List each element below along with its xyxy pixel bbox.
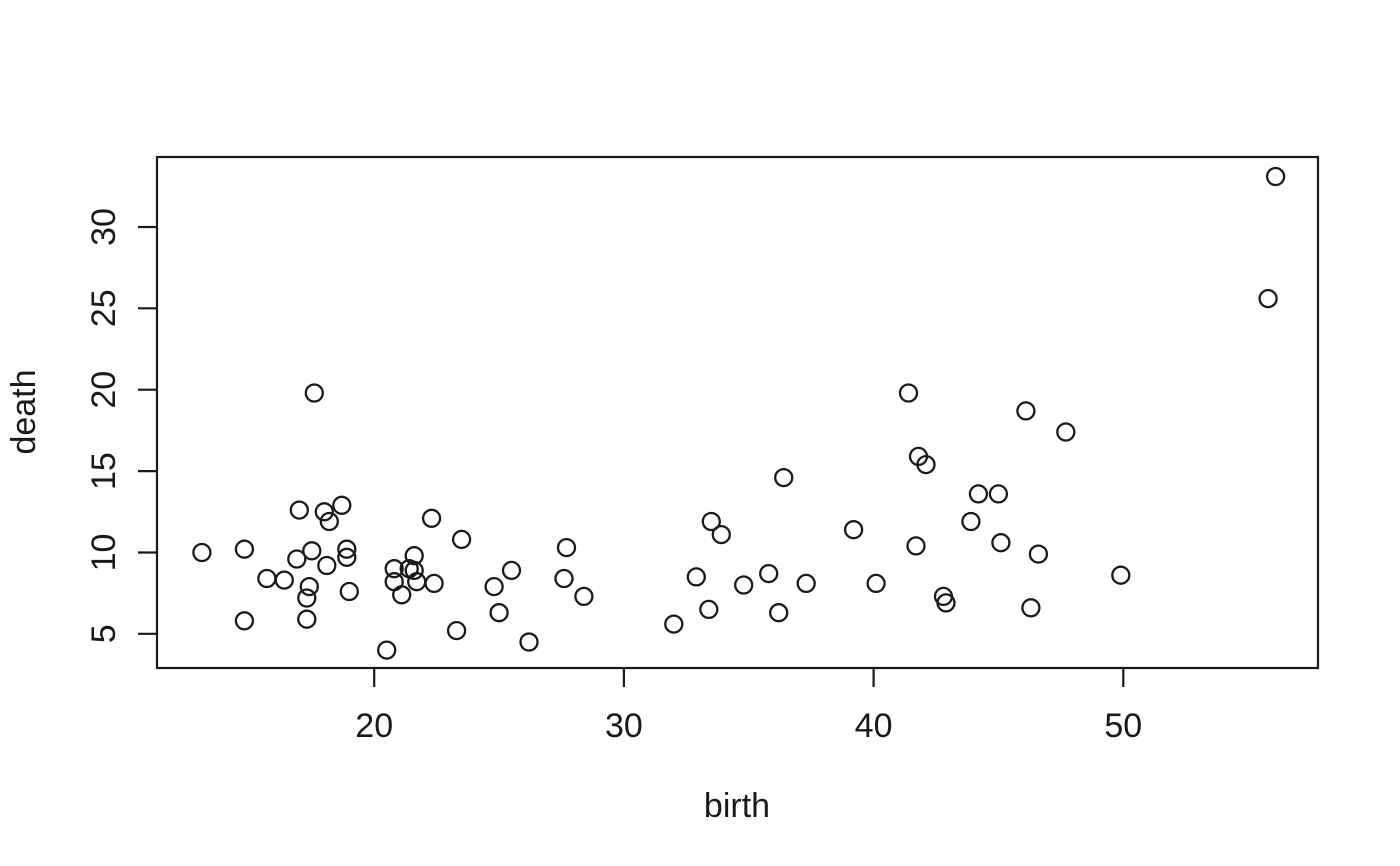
- scatter-point: [339, 581, 359, 602]
- y-tick-label: 15: [85, 452, 123, 490]
- scatter-point: [319, 511, 339, 532]
- scatter-point: [1028, 544, 1049, 564]
- scatter-point: [297, 609, 317, 629]
- scatter-point: [519, 632, 539, 652]
- scatter-point: [257, 568, 277, 589]
- scatter-point: [407, 572, 427, 592]
- y-tick-label: 5: [85, 624, 123, 643]
- scatter-point: [384, 559, 404, 579]
- scatter-point: [299, 576, 319, 597]
- scatter-point: [759, 563, 779, 584]
- scatter-point: [796, 573, 816, 594]
- scatter-point: [991, 533, 1011, 553]
- scatter-point: [314, 502, 334, 522]
- scatter-point: [936, 593, 956, 613]
- scatter-point: [574, 586, 594, 607]
- scatter-point: [289, 500, 309, 520]
- scatter-point: [1021, 598, 1041, 618]
- scatter-point: [1258, 288, 1278, 309]
- scatter-point: [769, 603, 789, 623]
- scatter-point: [446, 620, 467, 641]
- scatter-point: [317, 555, 337, 576]
- scatter-point: [968, 484, 989, 504]
- x-tick-label: 30: [605, 707, 643, 745]
- y-tick-label: 20: [85, 371, 123, 409]
- x-tick-label: 40: [855, 707, 893, 745]
- y-tick-label: 25: [85, 289, 123, 327]
- y-axis-title: death: [5, 369, 43, 454]
- points-layer: [192, 166, 1286, 660]
- scatter-point: [734, 575, 754, 595]
- scatter-point: [484, 576, 504, 597]
- scatter-point: [701, 511, 721, 532]
- scatter-point: [866, 573, 886, 594]
- scatter-point: [424, 573, 444, 594]
- x-axis-title: birth: [704, 787, 770, 825]
- scatter-point: [384, 572, 404, 592]
- scatter-point: [988, 484, 1009, 504]
- scatter-point: [1111, 565, 1131, 585]
- scatter-point: [1016, 401, 1036, 421]
- scatter-point: [451, 529, 472, 550]
- y-axis: 5 10 15 20 25 30: [85, 208, 157, 643]
- scatter-point: [234, 611, 255, 631]
- scatter-point: [404, 546, 424, 566]
- x-axis: 20 30 40 50: [355, 668, 1142, 745]
- scatter-point: [501, 560, 522, 581]
- scatter-point: [1056, 422, 1076, 442]
- scatter-point: [274, 570, 294, 590]
- scatter-point: [489, 603, 509, 623]
- scatter-point: [234, 539, 255, 559]
- scatter-point: [377, 640, 397, 660]
- scatter-point: [287, 549, 307, 569]
- scatter-point: [554, 568, 574, 589]
- scatter-point: [699, 599, 719, 620]
- scatter-point: [421, 508, 442, 528]
- scatter-point: [686, 567, 706, 587]
- y-tick-label: 10: [85, 534, 123, 572]
- scatter-point: [843, 520, 864, 540]
- scatter-point: [1265, 166, 1286, 187]
- x-tick-label: 50: [1104, 707, 1142, 745]
- scatter-point: [332, 495, 352, 515]
- scatter-point: [337, 539, 357, 559]
- scatter-point: [711, 524, 731, 545]
- x-tick-label: 20: [355, 707, 393, 745]
- scatter-point: [302, 541, 322, 561]
- scatter-point: [961, 511, 981, 532]
- scatter-point: [556, 537, 577, 558]
- scatter-point: [304, 383, 324, 403]
- y-tick-label: 30: [85, 208, 123, 246]
- scatter-point: [404, 560, 424, 581]
- scatter-point: [916, 454, 936, 475]
- scatter-point: [392, 585, 412, 605]
- scatter-point: [664, 614, 684, 634]
- scatter-point: [337, 547, 357, 567]
- plot-border: [155, 155, 1320, 670]
- scatter-point: [898, 383, 919, 403]
- scatter-point: [297, 588, 317, 608]
- scatter-point: [906, 536, 926, 556]
- scatter-point: [192, 542, 212, 563]
- scatter-point: [774, 467, 794, 488]
